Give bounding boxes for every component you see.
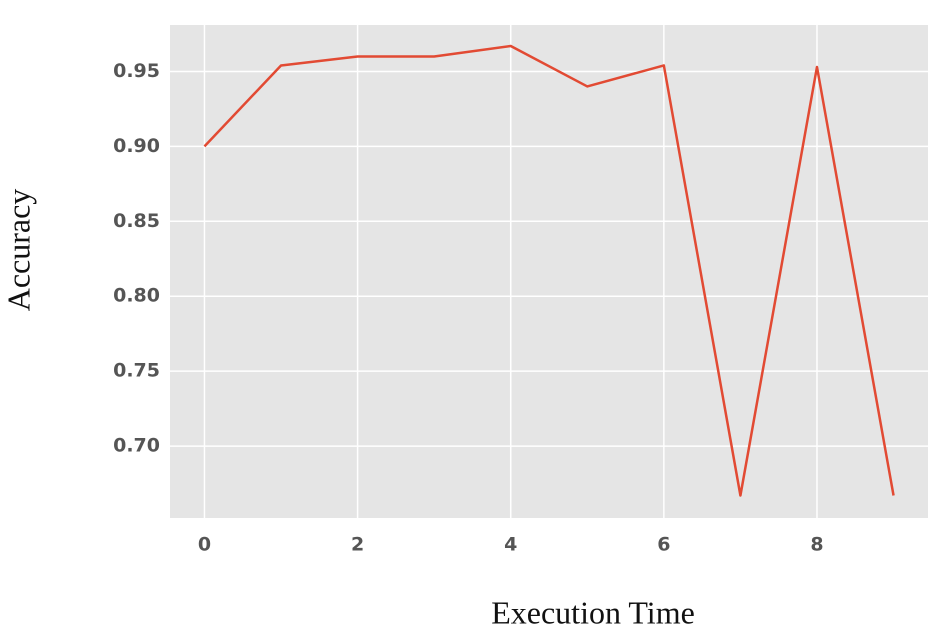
y-tick-label: 0.90: [113, 135, 160, 157]
plot-area: [170, 25, 928, 518]
y-tick-label: 0.75: [113, 360, 160, 382]
x-tick-label: 4: [504, 534, 517, 556]
x-tick-label: 6: [657, 534, 670, 556]
x-axis-label: Execution Time: [491, 594, 695, 630]
data-line: [203, 44, 895, 497]
y-axis-label: Accuracy: [0, 189, 36, 312]
y-tick-label: 0.70: [113, 435, 160, 457]
x-tick-label: 2: [351, 534, 364, 556]
y-tick-label: 0.95: [113, 60, 160, 82]
y-tick-label: 0.80: [113, 285, 160, 307]
x-tick-label: 0: [198, 534, 211, 556]
x-tick-label: 8: [810, 534, 823, 556]
y-tick-label: 0.85: [113, 210, 160, 232]
